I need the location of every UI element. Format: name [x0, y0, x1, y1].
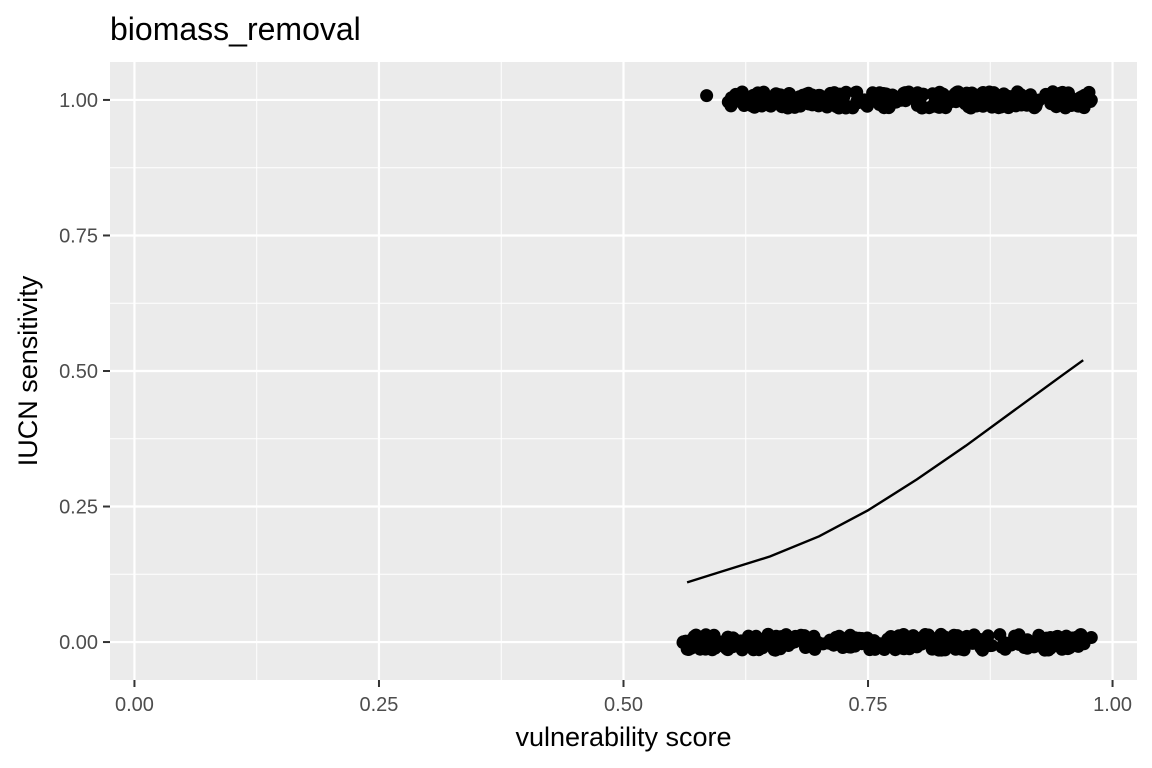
data-point — [1032, 628, 1046, 642]
data-point — [961, 88, 975, 102]
data-point — [1058, 101, 1072, 115]
data-point — [1030, 97, 1043, 111]
data-point — [784, 636, 798, 650]
data-point — [994, 100, 1008, 114]
data-point — [753, 635, 767, 649]
y-tick-label: 0.25 — [59, 497, 98, 519]
data-point — [995, 640, 1009, 654]
x-tick-label: 0.50 — [604, 694, 643, 716]
y-tick-label: 1.00 — [59, 90, 98, 112]
data-point — [1044, 631, 1057, 644]
data-point — [953, 635, 967, 649]
chart-title: biomass_removal — [110, 11, 361, 47]
x-tick-label: 0.25 — [360, 694, 399, 716]
data-point — [931, 631, 945, 645]
data-point — [681, 640, 695, 654]
data-points — [676, 85, 1098, 657]
data-point — [1017, 640, 1031, 654]
data-point — [783, 90, 797, 104]
data-point — [700, 89, 714, 103]
data-point — [708, 641, 722, 655]
x-axis: 0.00 0.25 0.50 0.75 1.00 — [115, 680, 1132, 716]
data-point — [723, 96, 737, 110]
data-point — [925, 642, 939, 656]
fit-line — [686, 359, 1084, 584]
y-tick-label: 0.75 — [59, 225, 98, 247]
data-point — [942, 637, 956, 651]
data-point — [819, 92, 833, 106]
data-point — [868, 637, 881, 651]
data-point — [880, 95, 894, 109]
data-point — [1084, 631, 1098, 644]
data-point — [1059, 629, 1073, 643]
data-point — [985, 639, 999, 652]
x-axis-title: vulnerability score — [515, 722, 731, 752]
data-point — [928, 94, 942, 108]
data-point — [885, 632, 899, 646]
y-axis: 0.00 0.25 0.50 0.75 1.00 — [59, 90, 110, 654]
data-point — [902, 85, 916, 99]
fit-line-group — [686, 359, 1084, 584]
data-point — [769, 90, 783, 104]
y-axis-title: IUCN sensitivity — [13, 275, 43, 466]
data-point — [1014, 88, 1028, 101]
data-point — [1038, 643, 1052, 657]
data-point — [853, 634, 867, 648]
y-tick-label: 0.00 — [59, 632, 98, 654]
data-point — [1079, 91, 1093, 105]
data-point — [1053, 86, 1067, 100]
data-point — [971, 633, 985, 646]
x-tick-label: 0.75 — [849, 694, 888, 716]
data-point — [941, 94, 955, 108]
data-point — [976, 86, 990, 99]
data-point — [834, 635, 848, 649]
data-point — [699, 628, 713, 642]
data-point — [726, 640, 740, 654]
data-point — [808, 642, 822, 656]
grid-major — [110, 62, 1137, 680]
data-point — [752, 93, 766, 106]
data-point — [801, 631, 815, 645]
y-tick-label: 0.50 — [59, 361, 98, 383]
x-tick-label: 0.00 — [115, 694, 154, 716]
x-tick-label: 1.00 — [1093, 694, 1132, 716]
data-point — [794, 96, 808, 109]
data-point — [849, 96, 863, 110]
data-point — [910, 98, 924, 112]
